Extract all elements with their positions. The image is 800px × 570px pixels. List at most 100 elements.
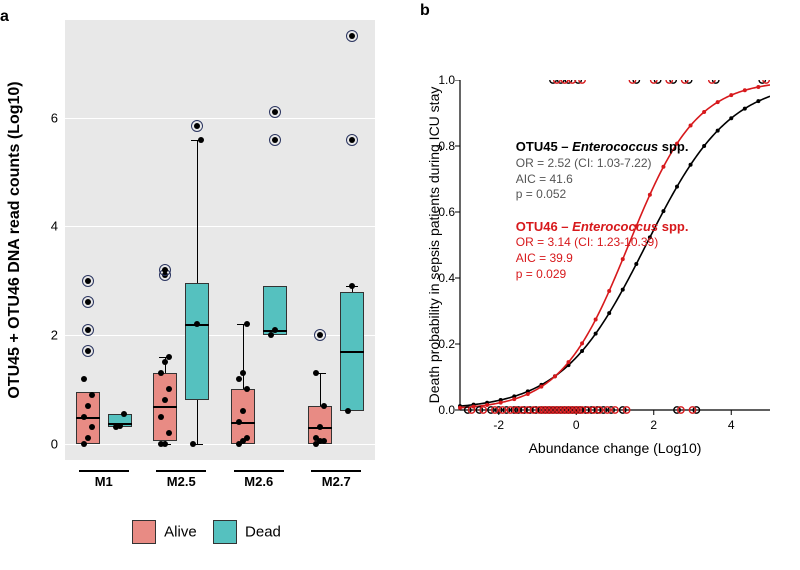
data-point [317,424,323,430]
annotation-line: p = 0.052 [516,187,689,203]
annotation-title: OTU46 – Enterococcus spp. [516,219,689,236]
curve-point [594,332,598,336]
curve-point [702,144,706,148]
panel-a-legend: Alive Dead [120,520,281,544]
curve-point [458,406,462,410]
legend-swatch-alive [132,520,156,544]
panel-a-plot-area [65,20,375,460]
boxplot-median [153,406,177,408]
panel-a-gridline [65,226,375,227]
outlier-ring [269,134,281,146]
data-point [313,370,319,376]
panel-b-y-axis-title: Death probability in sepsis patients dur… [426,87,442,404]
curve-point [553,374,557,378]
data-point [162,359,168,365]
data-point [158,370,164,376]
annotation-title: OTU45 – Enterococcus spp. [516,139,689,156]
panel-a-group-line [311,470,361,472]
outlier-ring [82,345,94,357]
data-point [85,435,91,441]
data-point [345,408,351,414]
curve-point [607,289,611,293]
legend-label-dead: Dead [245,524,281,541]
panel-a-label: a [0,8,9,26]
boxplot-whisker [197,140,198,284]
data-point [240,408,246,414]
panel-a-group-line [79,470,129,472]
data-point [190,441,196,447]
panel-b-annotation: OTU45 – Enterococcus spp.OR = 2.52 (CI: … [516,139,689,203]
annotation-line: OR = 3.14 (CI: 1.23-10.39) [516,235,689,251]
curve-point [621,288,625,292]
curve-point [729,116,733,120]
curve-point [743,88,747,92]
data-point [321,403,327,409]
annotation-line: AIC = 41.6 [516,172,689,188]
panel-a-y-tick: 4 [38,219,58,234]
curve-point [567,360,571,364]
panel-a-group-line [156,470,206,472]
panel-a-x-tick: M2.5 [167,474,196,489]
rug-point [554,80,560,83]
panel-b-x-tick: 2 [650,418,657,432]
panel-a-x-tick: M2.7 [322,474,351,489]
rug-point [682,80,688,83]
curve-point [756,99,760,103]
data-point [194,321,200,327]
annotation-line: AIC = 39.9 [516,251,689,267]
rug-point [579,80,585,83]
panel-b-y-tick: 0.0 [430,403,455,417]
boxplot-whisker [320,373,321,406]
boxplot-box [231,389,255,443]
curve-point [689,124,693,128]
boxplot-median [340,351,364,353]
panel-a-y-tick: 0 [38,436,58,451]
outlier-ring [82,296,94,308]
boxplot-box [185,283,209,400]
panel-b-y-tick: 0.8 [430,139,455,153]
curve-point [512,397,516,401]
curve-point [580,341,584,345]
curve-point [716,100,720,104]
curve-point [743,107,747,111]
data-point [236,419,242,425]
panel-a-gridline [65,118,375,119]
outlier-ring [82,324,94,336]
boxplot-median [231,422,255,424]
data-point [268,332,274,338]
rug-point [763,80,769,83]
panel-b-x-tick: 4 [728,418,735,432]
data-point [81,441,87,447]
curve-point [607,311,611,315]
data-point [85,403,91,409]
panel-a-gridline [65,444,375,445]
data-point [198,137,204,143]
data-point [89,392,95,398]
panel-b-label: b [420,2,430,20]
rug-point [561,80,567,83]
curve-point [485,403,489,407]
panel-a-y-axis-title: OTU45 + OTU46 DNA read counts (Log10) [6,81,24,398]
figure: a OTU45 + OTU46 DNA read counts (Log10) … [0,0,800,570]
outlier-ring [269,106,281,118]
panel-a-x-tick: M2.6 [244,474,273,489]
rug-point [651,80,657,83]
panel-a-x-tick: M1 [95,474,113,489]
panel-a-gridline [65,335,375,336]
curve-point [539,385,543,389]
data-point [349,283,355,289]
curve-point [716,129,720,133]
boxplot-median [76,417,100,419]
panel-b-x-axis-title: Abundance change (Log10) [529,440,702,456]
rug-point [629,80,635,83]
data-point [236,376,242,382]
curve-point [594,318,598,322]
data-point [89,424,95,430]
data-point [166,430,172,436]
panel-a-y-tick: 2 [38,328,58,343]
outlier-ring [314,329,326,341]
boxplot-whisker [197,400,198,443]
data-point [117,423,123,429]
data-point [313,435,319,441]
curve-point [499,401,503,405]
